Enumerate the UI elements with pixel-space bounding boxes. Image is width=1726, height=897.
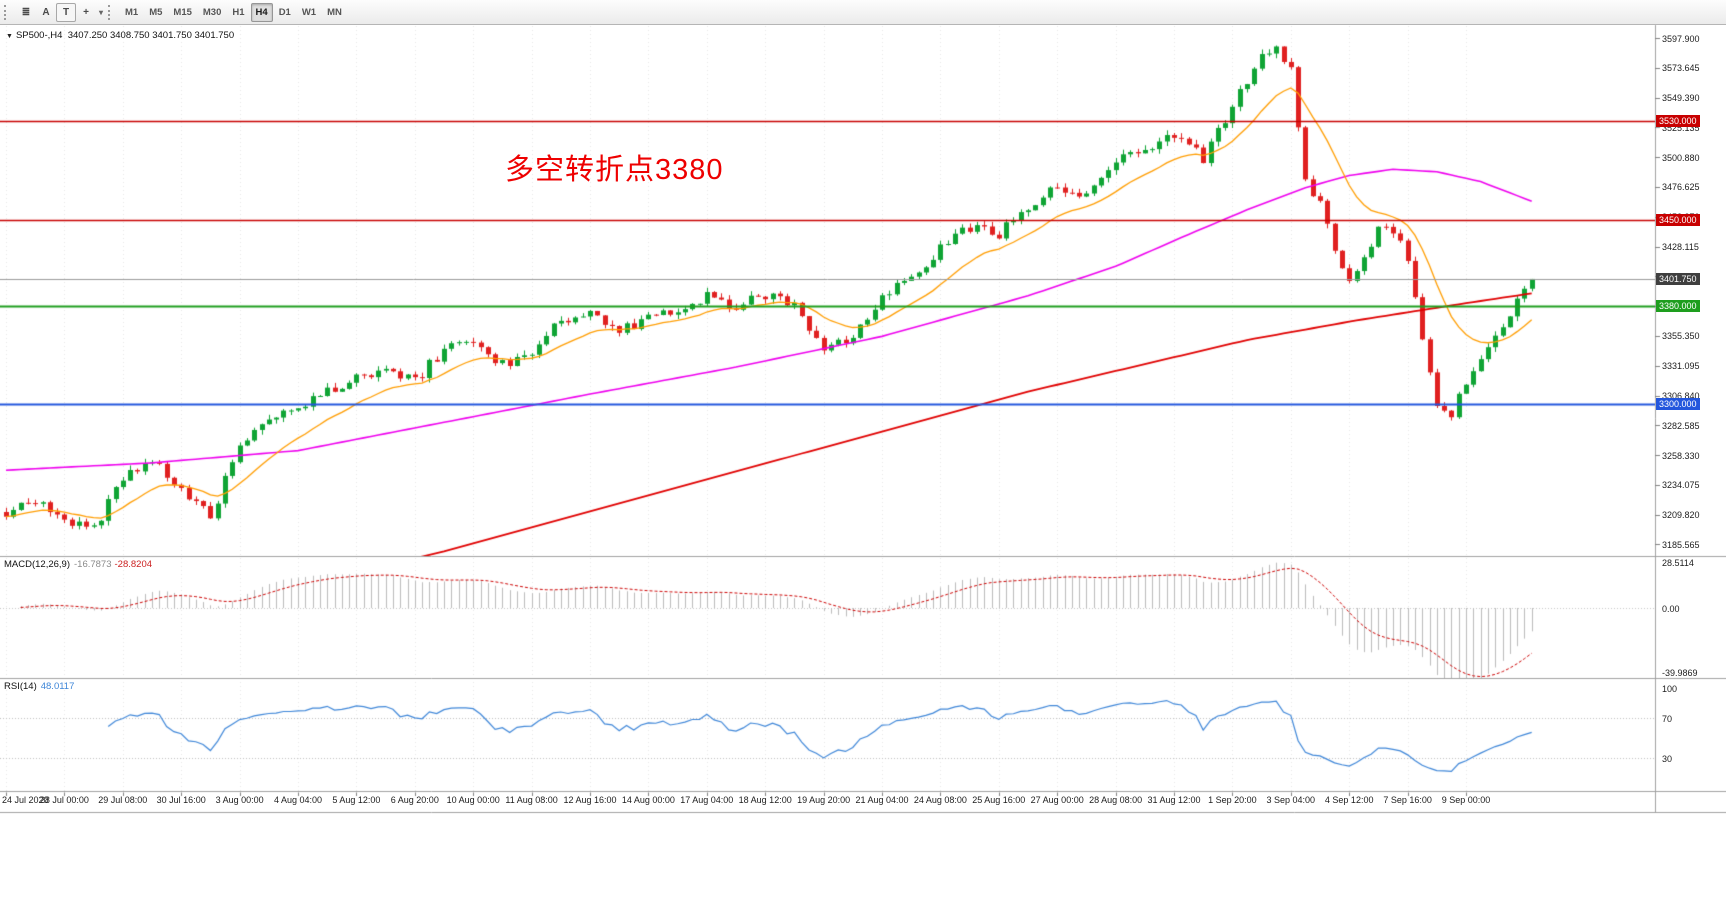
collapse-indicator-icon[interactable]: ▼ xyxy=(6,33,13,40)
price-axis-tick: 3525.135 xyxy=(1662,122,1700,133)
macd-axis-tick: 28.5114 xyxy=(1662,557,1694,568)
timeframe-grip-handle[interactable] xyxy=(108,4,115,20)
date-axis-label: 25 Aug 16:00 xyxy=(972,795,1026,805)
toolbar: ≣ A T + ▾ M1 M5 M15 M30 H1 H4 D1 W1 MN xyxy=(0,0,1726,25)
timeframe-button-m15[interactable]: M15 xyxy=(168,3,196,22)
chart-title: ▼ SP500-,H4 3407.250 3408.750 3401.750 34… xyxy=(6,30,234,41)
timeframe-button-m30[interactable]: M30 xyxy=(198,3,226,22)
timeframe-button-d1[interactable]: D1 xyxy=(274,3,296,22)
date-axis-label: 21 Aug 04:00 xyxy=(855,795,909,805)
tools-dropdown-caret-icon[interactable]: ▾ xyxy=(96,3,106,22)
macd-main-value: -16.7873 xyxy=(74,559,112,570)
price-axis-tick: 3282.585 xyxy=(1662,420,1700,431)
date-axis-label: 29 Jul 08:00 xyxy=(98,795,148,805)
date-axis-label: 9 Sep 00:00 xyxy=(1441,795,1491,805)
date-axis-label: 7 Sep 16:00 xyxy=(1383,795,1432,805)
price-axis-tick: 3234.075 xyxy=(1662,480,1700,491)
timeframe-button-w1[interactable]: W1 xyxy=(297,3,321,22)
price-axis-tick: 3355.350 xyxy=(1662,331,1700,342)
date-axis-label: 10 Aug 00:00 xyxy=(446,795,500,805)
chart-ohlc-values: 3407.250 3408.750 3401.750 3401.750 xyxy=(67,30,235,41)
timeframe-button-h4[interactable]: H4 xyxy=(250,2,273,22)
date-axis-label: 28 Jul 00:00 xyxy=(39,795,89,805)
rsi-axis-tick: 100 xyxy=(1662,683,1678,694)
date-axis-label: 17 Aug 04:00 xyxy=(680,795,734,805)
date-axis-label: 28 Aug 08:00 xyxy=(1089,795,1143,805)
macd-name: MACD(12,26,9) xyxy=(4,559,70,570)
date-axis-label: 24 Jul 2020 xyxy=(2,795,49,805)
price-axis-tick: 3597.900 xyxy=(1662,33,1700,44)
chart-annotation-text[interactable]: 多空转折点3380 xyxy=(505,154,724,186)
timeframe-button-m5[interactable]: M5 xyxy=(144,3,167,22)
date-axis-label: 3 Sep 04:00 xyxy=(1266,795,1316,805)
timeframe-button-m1[interactable]: M1 xyxy=(120,3,143,22)
date-axis-label: 6 Aug 20:00 xyxy=(390,795,439,805)
price-level-tag: 3300.000 xyxy=(1656,397,1700,410)
text-tool-icon[interactable]: T xyxy=(56,2,76,22)
date-axis-label: 1 Sep 20:00 xyxy=(1208,795,1257,805)
macd-signal-value: -28.8204 xyxy=(114,559,153,570)
date-axis-label: 14 Aug 00:00 xyxy=(621,795,675,805)
current-price-tag: 3401.750 xyxy=(1656,272,1700,285)
tool-icon-group: ≣ A T + ▾ xyxy=(16,2,106,22)
date-axis-label: 18 Aug 12:00 xyxy=(738,795,792,805)
date-axis-label: 11 Aug 08:00 xyxy=(505,795,558,805)
macd-axis-tick: 0.00 xyxy=(1662,603,1680,614)
timeframe-button-group: M1 M5 M15 M30 H1 H4 D1 W1 MN xyxy=(120,2,347,22)
date-axis-label: 31 Aug 12:00 xyxy=(1147,795,1201,805)
date-axis-label: 24 Aug 08:00 xyxy=(913,795,967,805)
price-axis-tick: 3209.820 xyxy=(1662,510,1700,521)
macd-indicator-label: MACD(12,26,9) -16.7873 -28.8204 xyxy=(4,559,152,570)
price-axis-tick: 3428.115 xyxy=(1662,242,1699,253)
rsi-value: 48.0117 xyxy=(40,681,75,692)
price-axis-tick: 3306.840 xyxy=(1662,391,1700,401)
price-level-tag: 3450.000 xyxy=(1656,213,1700,226)
date-axis-label: 4 Aug 04:00 xyxy=(273,795,323,805)
date-axis-label: 5 Aug 12:00 xyxy=(332,795,381,805)
toolbar-grip-handle[interactable] xyxy=(4,4,11,20)
date-axis-label: 3 Aug 00:00 xyxy=(215,795,264,805)
date-axis-label: 27 Aug 00:00 xyxy=(1030,795,1084,805)
rsi-name: RSI(14) xyxy=(4,681,37,692)
crosshair-tool-icon[interactable]: + xyxy=(76,3,96,22)
price-axis-tick: 3476.625 xyxy=(1662,182,1700,193)
rsi-indicator-label: RSI(14) 48.0117 xyxy=(4,681,74,692)
rsi-axis-tick: 70 xyxy=(1662,713,1673,724)
price-axis-tick: 3185.565 xyxy=(1662,539,1700,550)
date-axis-label: 30 Jul 16:00 xyxy=(156,795,206,805)
font-tool-icon[interactable]: A xyxy=(36,3,56,22)
timeframe-button-mn[interactable]: MN xyxy=(322,3,347,22)
price-axis-tick: 3549.390 xyxy=(1662,93,1700,104)
chart-list-icon[interactable]: ≣ xyxy=(16,3,36,22)
date-axis-label: 4 Sep 12:00 xyxy=(1324,795,1374,805)
price-axis-tick: 3258.330 xyxy=(1662,450,1700,461)
date-axis-label: 19 Aug 20:00 xyxy=(797,795,851,805)
macd-axis-tick: -39.9869 xyxy=(1662,667,1698,678)
rsi-axis-tick: 30 xyxy=(1662,753,1673,764)
timeframe-button-h1[interactable]: H1 xyxy=(227,3,249,22)
price-axis-tick: 3331.095 xyxy=(1662,361,1700,372)
price-level-tag: 3380.000 xyxy=(1656,299,1700,312)
price-axis-tick: 3500.880 xyxy=(1662,152,1700,163)
date-axis-label: 12 Aug 16:00 xyxy=(563,795,617,805)
price-axis-tick: 3573.645 xyxy=(1662,63,1700,74)
chart-symbol-timeframe: SP500-,H4 xyxy=(15,30,63,41)
price-level-tag: 3530.000 xyxy=(1656,115,1700,128)
